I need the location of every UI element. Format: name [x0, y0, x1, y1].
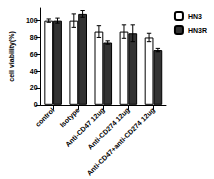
svg-text:60: 60 [30, 51, 38, 58]
svg-text:0: 0 [34, 101, 38, 108]
svg-text:40: 40 [30, 68, 38, 75]
svg-text:Anti-CD47+anti-CD274 12ug: Anti-CD47+anti-CD274 12ug [86, 106, 157, 177]
svg-text:Anti-CD274 12ug: Anti-CD274 12ug [86, 106, 131, 151]
svg-text:20: 20 [30, 84, 38, 91]
svg-text:HN3: HN3 [188, 13, 202, 20]
svg-text:100: 100 [26, 17, 38, 24]
svg-text:Isotype: Isotype [58, 106, 81, 129]
svg-text:Anti-CD47 12ug: Anti-CD47 12ug [64, 106, 106, 148]
svg-text:control: control [34, 106, 56, 128]
svg-text:80: 80 [30, 34, 38, 41]
svg-text:HN3R: HN3R [188, 27, 207, 34]
svg-text:cell viability(%): cell viability(%) [8, 31, 16, 82]
